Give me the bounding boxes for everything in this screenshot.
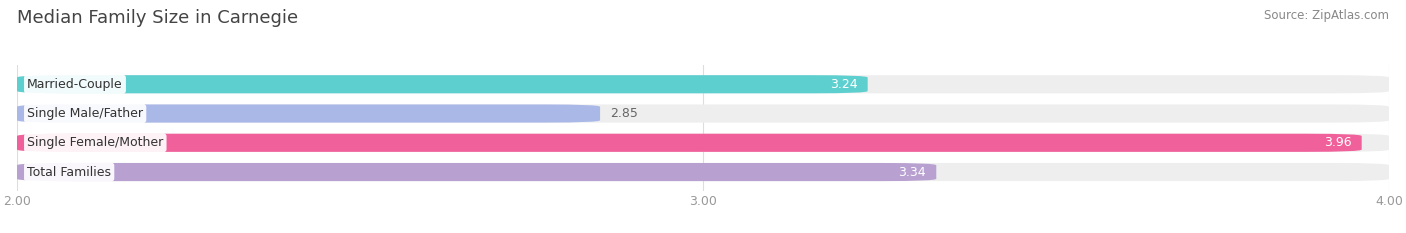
FancyBboxPatch shape bbox=[17, 104, 1389, 123]
FancyBboxPatch shape bbox=[17, 134, 1361, 152]
FancyBboxPatch shape bbox=[17, 75, 1389, 93]
FancyBboxPatch shape bbox=[17, 104, 600, 123]
FancyBboxPatch shape bbox=[17, 163, 1389, 181]
Text: 3.24: 3.24 bbox=[830, 78, 858, 91]
Text: Single Female/Mother: Single Female/Mother bbox=[27, 136, 163, 149]
Text: Total Families: Total Families bbox=[27, 165, 111, 178]
Text: 3.96: 3.96 bbox=[1324, 136, 1351, 149]
Text: Single Male/Father: Single Male/Father bbox=[27, 107, 143, 120]
Text: 2.85: 2.85 bbox=[610, 107, 638, 120]
Text: Married-Couple: Married-Couple bbox=[27, 78, 122, 91]
FancyBboxPatch shape bbox=[17, 163, 936, 181]
FancyBboxPatch shape bbox=[17, 75, 868, 93]
FancyBboxPatch shape bbox=[17, 134, 1389, 152]
Text: Source: ZipAtlas.com: Source: ZipAtlas.com bbox=[1264, 9, 1389, 22]
Text: Median Family Size in Carnegie: Median Family Size in Carnegie bbox=[17, 9, 298, 27]
Text: 3.34: 3.34 bbox=[898, 165, 927, 178]
